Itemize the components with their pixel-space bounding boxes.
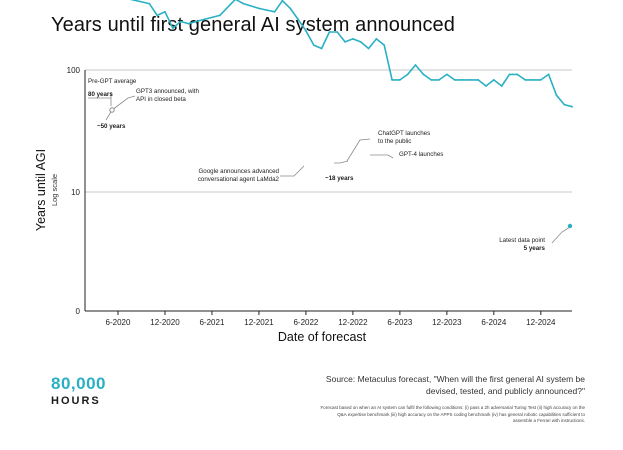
- data-point: [171, 27, 174, 30]
- data-point: [430, 79, 433, 81]
- data-point: [148, 2, 151, 5]
- data-point: [273, 10, 276, 13]
- data-point: [571, 105, 573, 108]
- x-tick-label: 6-2022: [293, 318, 318, 327]
- x-tick-label: 6-2021: [199, 318, 224, 327]
- data-point: [399, 79, 401, 81]
- data-point: [297, 18, 299, 21]
- annotation-50-years: ~50 years: [97, 123, 126, 130]
- annotation-gpt3: GPT3 announced, with: [136, 88, 200, 95]
- source-text: Source: Metaculus forecast, "When will t…: [325, 374, 585, 396]
- data-point: [383, 44, 386, 46]
- chart-title: Years until first general AI system anno…: [51, 14, 455, 36]
- leader-gpt3: [111, 95, 136, 111]
- x-tick-label: 6-2024: [481, 318, 506, 327]
- data-point: [555, 94, 558, 97]
- x-axis-label: Date of forecast: [278, 330, 367, 344]
- data-point: [187, 22, 190, 25]
- x-tick-label: 12-2022: [338, 318, 368, 327]
- data-point: [500, 85, 503, 87]
- data-point: [336, 31, 339, 33]
- y-axis-label: Years until AGI: [34, 149, 48, 231]
- x-tick-label: 12-2024: [526, 318, 556, 327]
- logo-number: 80,000: [51, 374, 106, 393]
- data-point: [164, 10, 166, 13]
- leader-gpt4: [370, 154, 394, 159]
- data-point: [453, 79, 456, 81]
- data-point: [203, 18, 206, 21]
- annotation-chatgpt: to the public: [378, 138, 411, 145]
- data-point: [406, 73, 409, 76]
- x-tick-label: 12-2020: [150, 318, 180, 327]
- data-point: [539, 79, 542, 81]
- data-point: [391, 79, 393, 81]
- annotation-18-years: ~18 years: [325, 175, 354, 182]
- data-point: [375, 38, 378, 40]
- data-point: [446, 73, 448, 76]
- data-point: [516, 73, 519, 76]
- annotation-80-years: 80 years: [88, 91, 113, 98]
- footnote: Forecast based on when an AI system can …: [320, 405, 585, 423]
- annotation-gpt4: GPT-4 launches: [399, 151, 443, 158]
- data-point: [320, 47, 323, 50]
- annotation-chatgpt: ChatGPT launches: [378, 130, 430, 137]
- data-point: [563, 103, 566, 106]
- leader-18-years: [334, 160, 349, 164]
- data-point: [547, 73, 550, 76]
- data-point: [344, 41, 346, 43]
- data-point: [461, 79, 464, 81]
- leader-chatgpt: [346, 138, 371, 162]
- marker-pre-gpt: [109, 107, 115, 113]
- y-tick-label: 100: [67, 66, 81, 75]
- annotation-lamda2: conversational agent LaMda2: [198, 176, 280, 183]
- y-tick-label: 10: [71, 188, 80, 197]
- leader-lamda2: [280, 165, 305, 177]
- x-tick-label: 12-2021: [244, 318, 274, 327]
- data-point: [258, 7, 260, 10]
- annotation-gpt3: API in closed beta: [136, 96, 186, 103]
- data-point: [305, 29, 307, 32]
- data-point: [469, 79, 472, 81]
- data-point: [289, 7, 292, 10]
- data-point: [477, 79, 480, 81]
- data-point: [328, 31, 331, 33]
- data-point: [438, 79, 440, 81]
- x-tick-label: 6-2020: [106, 318, 131, 327]
- annotation-pre-gpt: Pre-GPT average: [88, 78, 137, 85]
- x-tick-label: 12-2023: [432, 318, 462, 327]
- data-point: [281, 0, 284, 2]
- data-point: [492, 79, 495, 81]
- logo-word: HOURS: [51, 395, 101, 407]
- data-point: [367, 47, 370, 50]
- x-tick-label: 6-2023: [387, 318, 412, 327]
- annotation-lamda2: Google announces advanced: [198, 168, 279, 175]
- annotation-5-years: 5 years: [524, 245, 546, 252]
- data-point: [414, 64, 417, 66]
- logo: 80,000 HOURS: [51, 374, 106, 407]
- data-point: [352, 38, 354, 40]
- data-point: [218, 14, 221, 17]
- data-point: [242, 2, 245, 5]
- marker-latest: [567, 223, 573, 229]
- data-point: [179, 20, 182, 23]
- data-point: [485, 85, 487, 87]
- leader-latest: [551, 226, 571, 244]
- data-point: [265, 9, 268, 12]
- annotation-latest: Latest data point: [499, 237, 545, 244]
- y-axis-sublabel: Log scale: [50, 174, 59, 206]
- data-point: [508, 73, 511, 76]
- y-tick-label: 0: [76, 307, 81, 316]
- data-point: [422, 73, 425, 76]
- data-point: [359, 41, 362, 43]
- data-point: [156, 14, 159, 17]
- data-point: [524, 79, 527, 81]
- data-point: [312, 44, 315, 46]
- data-point: [532, 79, 534, 81]
